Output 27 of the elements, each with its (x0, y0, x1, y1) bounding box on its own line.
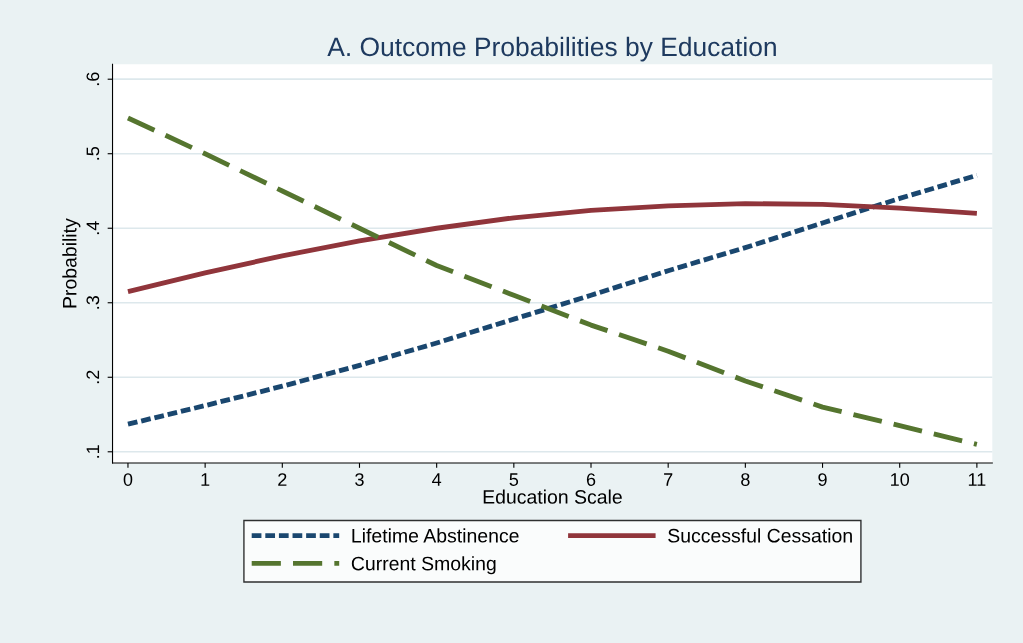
x-tick-label: 0 (123, 473, 133, 486)
y-axis-title: Probability (62, 218, 81, 308)
legend-label: Lifetime Abstinence (352, 528, 519, 543)
legend-label: Current Smoking (351, 556, 496, 575)
y-tick-label: .6 (86, 72, 100, 86)
x-tick-label: 4 (432, 473, 442, 486)
x-tick-label: 9 (818, 473, 827, 486)
line-series (125, 172, 980, 427)
x-tick-label: 6 (586, 473, 596, 486)
y-tick-label: .2 (86, 370, 100, 384)
x-tick-label: 5 (509, 473, 519, 486)
x-tick-label: 8 (741, 473, 750, 486)
x-tick-label: 11 (968, 473, 986, 486)
x-axis-title: Education Scale (483, 489, 622, 504)
line-series (125, 201, 980, 294)
y-tick-label: .5 (86, 146, 100, 160)
x-tick-label: 3 (355, 473, 364, 486)
x-tick-label: 10 (891, 473, 910, 486)
legend-label: Successful Cessation (668, 528, 852, 543)
x-tick-label: 1 (201, 473, 210, 486)
y-tick-label: .1 (86, 445, 100, 458)
x-tick-label: 7 (664, 473, 673, 486)
y-tick-label: .4 (86, 221, 100, 235)
chart-title: A. Outcome Probabilities by Education (327, 36, 776, 62)
x-tick-label: 2 (278, 473, 287, 486)
y-tick-label: .3 (86, 296, 100, 309)
line-series (125, 115, 980, 447)
